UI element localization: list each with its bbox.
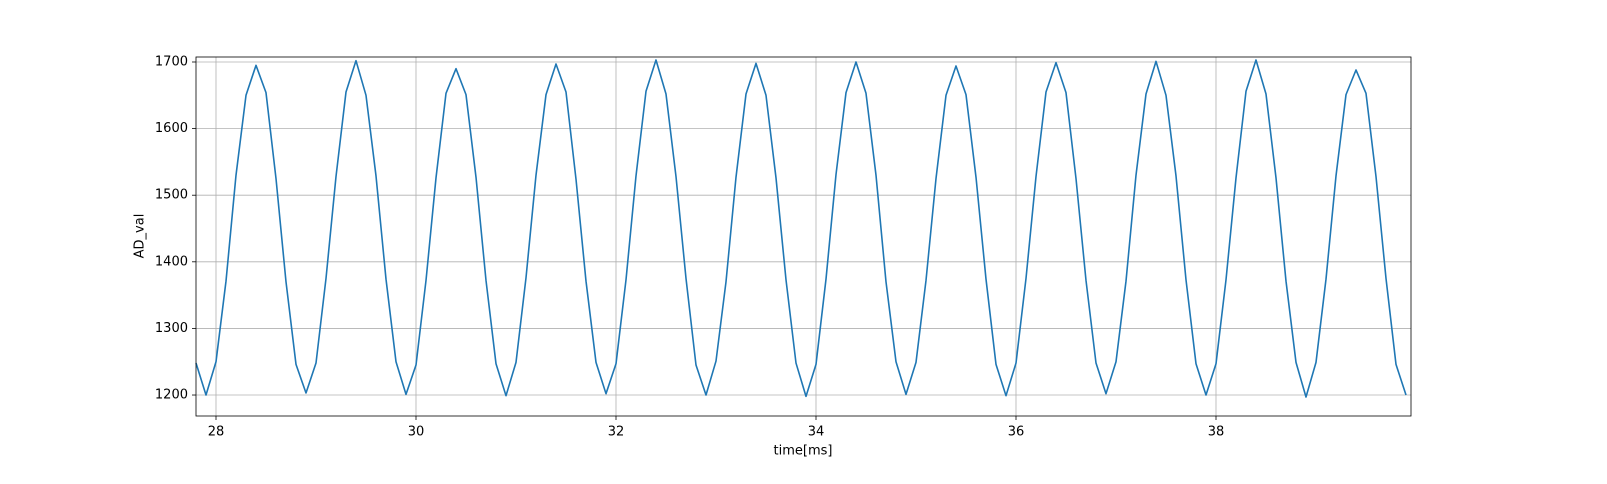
y-tick-label: 1200: [155, 388, 188, 403]
x-tick-label: 32: [608, 425, 625, 440]
x-tick-label: 28: [208, 425, 225, 440]
y-axis-label: AD_val: [133, 214, 148, 259]
x-tick-label: 38: [1208, 425, 1225, 440]
plot-frame: [195, 56, 1412, 417]
y-tick-label: 1400: [155, 254, 188, 269]
y-tick-label: 1300: [155, 321, 188, 336]
y-tick-label: 1700: [155, 54, 188, 69]
x-tick-label: 36: [1008, 425, 1025, 440]
data-line: [195, 59, 1407, 398]
x-tick-label: 30: [408, 425, 425, 440]
x-axis-label: time[ms]: [774, 444, 833, 459]
x-tick-label: 34: [808, 425, 825, 440]
y-tick-label: 1500: [155, 188, 188, 203]
y-tick-label: 1600: [155, 121, 188, 136]
